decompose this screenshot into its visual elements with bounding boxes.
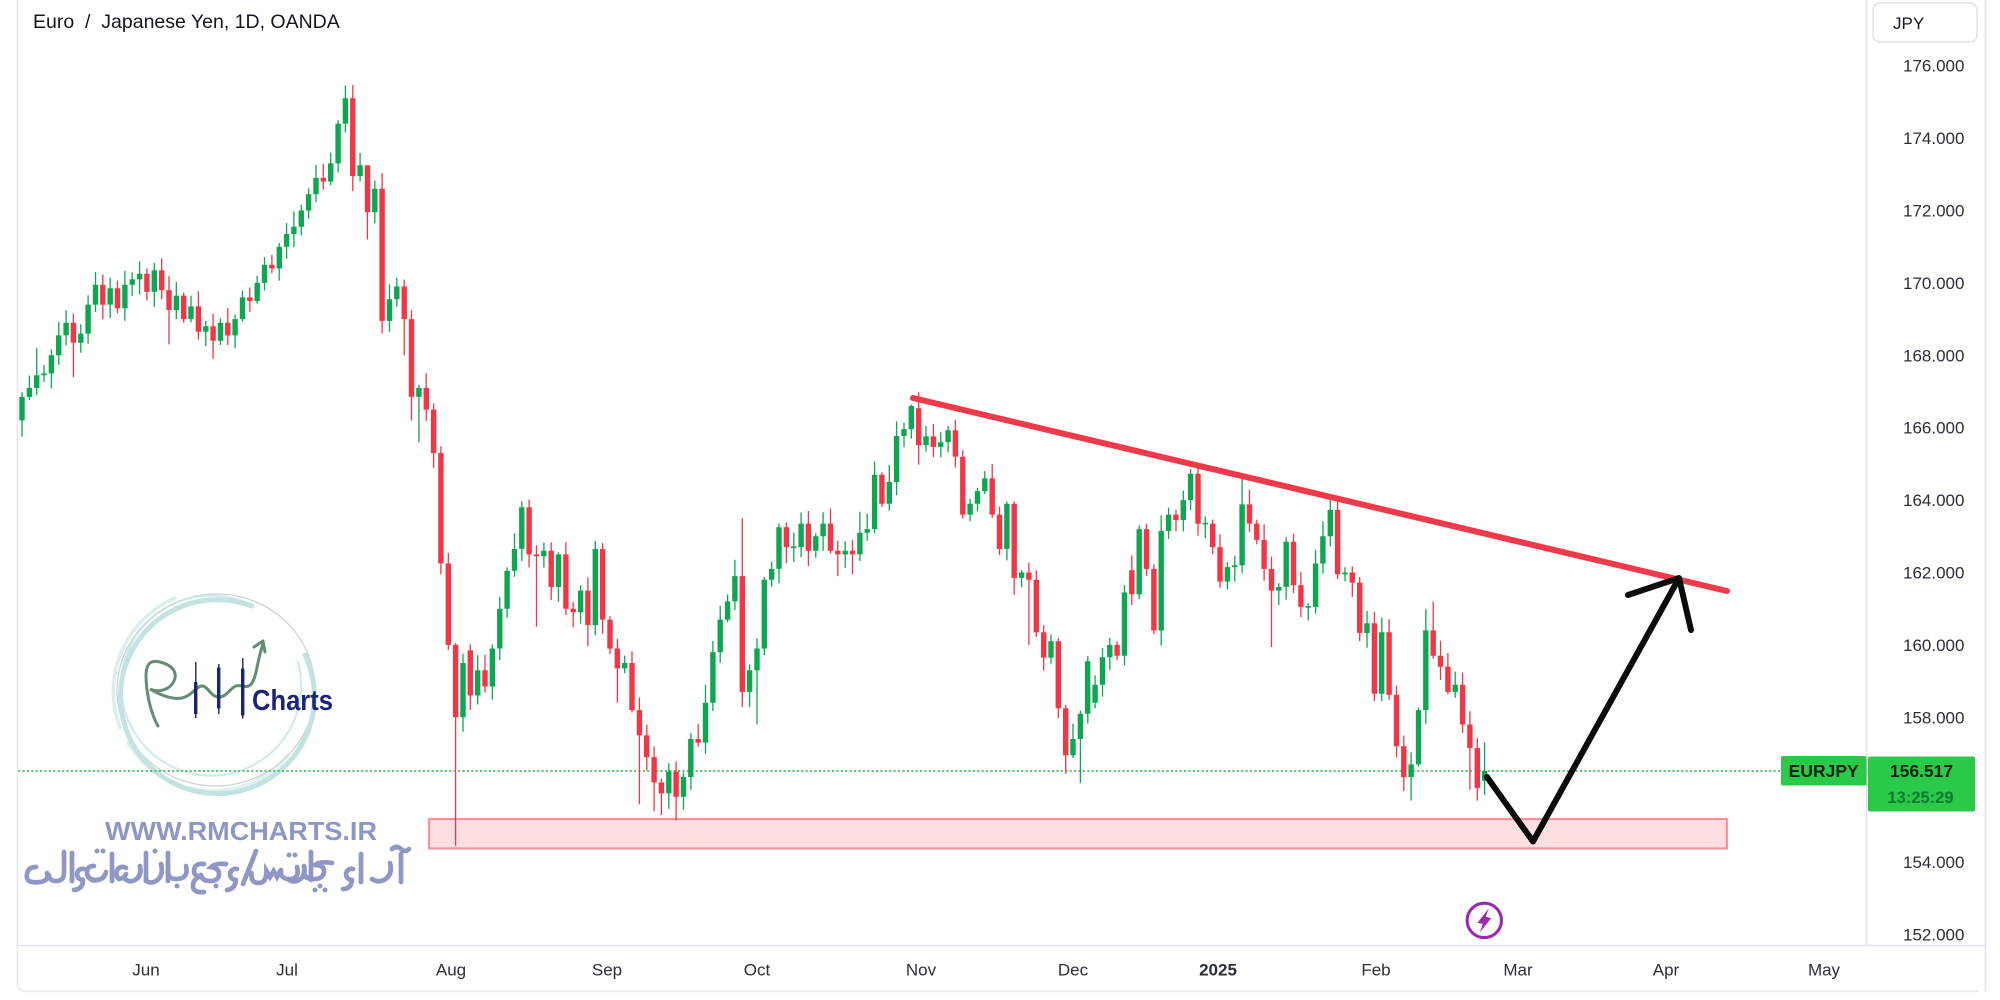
svg-text:166.000: 166.000 <box>1903 419 1964 438</box>
svg-text:158.000: 158.000 <box>1903 708 1964 727</box>
svg-text:Feb: Feb <box>1361 961 1390 980</box>
svg-text:Charts: Charts <box>252 685 333 717</box>
svg-text:160.000: 160.000 <box>1903 636 1964 655</box>
svg-text:Sep: Sep <box>592 961 622 980</box>
svg-text:174.000: 174.000 <box>1903 129 1964 148</box>
svg-text:13:25:29: 13:25:29 <box>1887 789 1953 807</box>
svg-text:EURJPY: EURJPY <box>1789 761 1859 781</box>
svg-text:Jul: Jul <box>276 961 298 980</box>
svg-text:May: May <box>1808 961 1841 980</box>
svg-text:168.000: 168.000 <box>1903 346 1964 365</box>
svg-text:164.000: 164.000 <box>1903 491 1964 510</box>
svg-text:176.000: 176.000 <box>1903 57 1964 76</box>
svg-text:154.000: 154.000 <box>1903 853 1964 872</box>
svg-text:2025: 2025 <box>1199 961 1237 980</box>
svg-text:Oct: Oct <box>744 961 771 980</box>
svg-text:Apr: Apr <box>1653 961 1680 980</box>
svg-text:162.000: 162.000 <box>1903 564 1964 583</box>
svg-text:152.000: 152.000 <box>1903 926 1964 945</box>
svg-text:WWW.RMCHARTS.IR: WWW.RMCHARTS.IR <box>105 816 377 846</box>
svg-text:Jun: Jun <box>132 961 159 980</box>
svg-text:Aug: Aug <box>436 961 466 980</box>
svg-text:172.000: 172.000 <box>1903 202 1964 221</box>
svg-text:170.000: 170.000 <box>1903 274 1964 293</box>
svg-text:JPY: JPY <box>1893 14 1924 33</box>
svg-text:Dec: Dec <box>1058 961 1089 980</box>
svg-text:156.517: 156.517 <box>1890 761 1953 781</box>
svg-text:Euro / Japanese Yen, 1D, OAN: Euro / Japanese Yen, 1D, OANDA <box>33 11 340 33</box>
svg-text:Mar: Mar <box>1503 961 1533 980</box>
svg-text:Nov: Nov <box>906 961 937 980</box>
